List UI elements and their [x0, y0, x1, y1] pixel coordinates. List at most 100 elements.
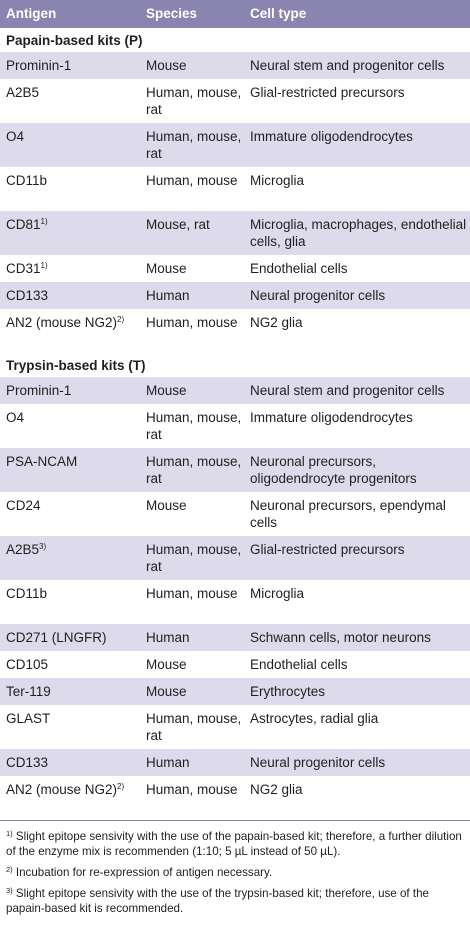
antigen-text: AN2 (mouse NG2): [6, 782, 118, 797]
cell-antigen: CD311): [0, 260, 140, 277]
cell-antigen: AN2 (mouse NG2)2): [0, 781, 140, 798]
cell-antigen: PSA-NCAM: [0, 453, 140, 470]
cell-type: Endothelial cells: [250, 261, 348, 276]
cell-species: Human, mouse, rat: [146, 129, 242, 161]
antigen-text: CD31: [6, 261, 41, 276]
antigen-text: CD81: [6, 217, 41, 232]
table-row: CD133 Human Neural progenitor cells: [0, 282, 470, 309]
cell-antigen: CD133: [0, 754, 140, 771]
cell-species: Mouse: [146, 383, 187, 398]
cell-antigen: A2B53): [0, 541, 140, 558]
cell-antigen: AN2 (mouse NG2)2): [0, 314, 140, 331]
cell-type: Neural progenitor cells: [250, 288, 386, 303]
table-row: CD11b Human, mouse Microglia: [0, 167, 470, 211]
table-row: CD271 (LNGFR) Human Schwann cells, motor n…: [0, 624, 470, 651]
cell-type: Astrocytes, radial glia: [250, 711, 379, 726]
cell-type: NG2 glia: [250, 782, 303, 797]
table-row: Prominin-1 Mouse Neural stem and progenito…: [0, 377, 470, 404]
table-row: CD311) Mouse Endothelial cells: [0, 255, 470, 282]
cell-antigen: CD24: [0, 497, 140, 514]
cell-antigen: CD105: [0, 656, 140, 673]
footnote-text: Slight epitope sensivity with the use of…: [6, 830, 462, 858]
cell-species: Mouse: [146, 261, 187, 276]
cell-antigen: A2B5: [0, 84, 140, 101]
table-row: Prominin-1 Mouse Neural stem and progenito…: [0, 52, 470, 79]
cell-antigen: GLAST: [0, 710, 140, 727]
cell-type: Microglia: [250, 586, 305, 601]
cell-antigen: Ter-119: [0, 683, 140, 700]
table-row: CD811) Mouse, rat Microglia, macrophages, …: [0, 211, 470, 255]
antigen-text: CD271 (LNGFR): [6, 630, 107, 645]
antigen-text: CD11b: [6, 173, 48, 188]
table-row: CD133 Human Neural progenitor cells: [0, 749, 470, 776]
cell-species: Human, mouse, rat: [146, 85, 242, 117]
cell-type: Neural stem and progenitor cells: [250, 58, 445, 73]
cell-species: Human, mouse, rat: [146, 410, 242, 442]
header-cell-type: Cell type: [250, 6, 307, 21]
header-species: Species: [146, 6, 198, 21]
cell-species: Human, mouse, rat: [146, 711, 242, 743]
antigen-text: CD24: [6, 498, 41, 513]
antigen-text: Prominin-1: [6, 58, 72, 73]
cell-antigen: CD133: [0, 287, 140, 304]
cell-type: Neuronal precursors, oligodendrocyte pro…: [250, 454, 417, 486]
cell-species: Mouse: [146, 58, 187, 73]
cell-type: Schwann cells, motor neurons: [250, 630, 431, 645]
cell-species: Mouse: [146, 498, 187, 513]
header-antigen: Antigen: [6, 6, 57, 21]
footnote-mark: 1): [40, 217, 48, 226]
table-row: CD24 Mouse Neuronal precursors, ependymal …: [0, 492, 470, 536]
antigen-text: PSA-NCAM: [6, 454, 78, 469]
footnote-mark: 3): [39, 542, 47, 551]
antigen-text: CD11b: [6, 586, 48, 601]
cell-type: Microglia, macrophages, endothelial cell…: [250, 217, 467, 249]
footnote-mark: 2): [117, 782, 125, 791]
cell-species: Human, mouse: [146, 586, 238, 601]
cell-type: NG2 glia: [250, 315, 303, 330]
footnote-mark: 3): [6, 886, 13, 895]
footnotes: 1) Slight epitope sensivity with the use…: [0, 820, 470, 916]
table-row: Ter-119 Mouse Erythrocytes: [0, 678, 470, 705]
antigen-text: AN2 (mouse NG2): [6, 315, 118, 330]
cell-antigen: CD11b: [0, 172, 140, 189]
cell-type: Erythrocytes: [250, 684, 326, 699]
cell-type: Glial-restricted precursors: [250, 542, 405, 557]
table-row: AN2 (mouse NG2)2) Human, mouse NG2 glia: [0, 776, 470, 820]
trypsin-rows: Prominin-1 Mouse Neural stem and progenito…: [0, 377, 470, 820]
section-trypsin: Trypsin-based kits (T): [0, 353, 470, 377]
table-row: CD105 Mouse Endothelial cells: [0, 651, 470, 678]
cell-species: Human: [146, 288, 190, 303]
cell-antigen: CD11b: [0, 585, 140, 602]
cell-species: Human: [146, 630, 190, 645]
footnote-text: Slight epitope sensivity with the use of…: [6, 887, 429, 915]
cell-type: Immature oligodendrocytes: [250, 129, 413, 144]
footnote: 2) Incubation for re-expression of antig…: [6, 865, 464, 880]
cell-species: Human: [146, 755, 190, 770]
cell-species: Human, mouse, rat: [146, 542, 242, 574]
table-row: O4 Human, mouse, rat Immature oligodendroc…: [0, 404, 470, 448]
cell-type: Microglia: [250, 173, 305, 188]
footnote-mark: 2): [117, 315, 125, 324]
cell-species: Human, mouse: [146, 315, 238, 330]
antigen-text: CD133: [6, 755, 49, 770]
section-papain: Papain-based kits (P): [0, 28, 470, 52]
cell-species: Mouse, rat: [146, 217, 210, 232]
antigen-text: GLAST: [6, 711, 51, 726]
table-row: GLAST Human, mouse, rat Astrocytes, radial…: [0, 705, 470, 749]
table-row: CD11b Human, mouse Microglia: [0, 580, 470, 624]
footnote-mark: 1): [6, 829, 13, 838]
cell-type: Immature oligodendrocytes: [250, 410, 413, 425]
table-row: AN2 (mouse NG2)2) Human, mouse NG2 glia: [0, 309, 470, 353]
cell-species: Human, mouse, rat: [146, 454, 242, 486]
table-header: Antigen Species Cell type: [0, 0, 470, 28]
antigen-text: CD133: [6, 288, 49, 303]
cell-antigen: CD271 (LNGFR): [0, 629, 140, 646]
footnote: 3) Slight epitope sensivity with the use…: [6, 886, 464, 916]
footnote-mark: 2): [6, 865, 13, 874]
table-row: PSA-NCAM Human, mouse, rat Neuronal precur…: [0, 448, 470, 492]
cell-antigen: O4: [0, 128, 140, 145]
cell-antigen: Prominin-1: [0, 57, 140, 74]
antigen-text: Ter-119: [6, 684, 51, 699]
antigen-text: A2B5: [6, 542, 40, 557]
